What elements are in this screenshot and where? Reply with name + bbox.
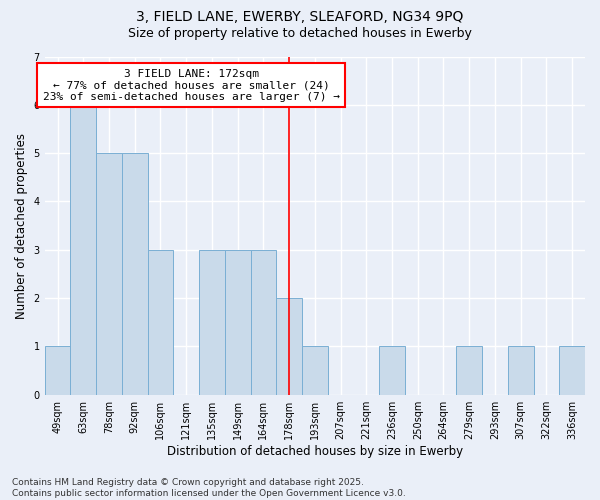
- Text: 3, FIELD LANE, EWERBY, SLEAFORD, NG34 9PQ: 3, FIELD LANE, EWERBY, SLEAFORD, NG34 9P…: [136, 10, 464, 24]
- X-axis label: Distribution of detached houses by size in Ewerby: Distribution of detached houses by size …: [167, 444, 463, 458]
- Bar: [122, 153, 148, 394]
- Bar: [225, 250, 251, 394]
- Text: Size of property relative to detached houses in Ewerby: Size of property relative to detached ho…: [128, 28, 472, 40]
- Bar: [276, 298, 302, 394]
- Bar: [148, 250, 173, 394]
- Bar: [379, 346, 405, 395]
- Text: Contains HM Land Registry data © Crown copyright and database right 2025.
Contai: Contains HM Land Registry data © Crown c…: [12, 478, 406, 498]
- Bar: [302, 346, 328, 395]
- Bar: [96, 153, 122, 394]
- Bar: [70, 105, 96, 395]
- Y-axis label: Number of detached properties: Number of detached properties: [15, 132, 28, 318]
- Bar: [508, 346, 533, 395]
- Bar: [251, 250, 276, 394]
- Text: 3 FIELD LANE: 172sqm
← 77% of detached houses are smaller (24)
23% of semi-detac: 3 FIELD LANE: 172sqm ← 77% of detached h…: [43, 68, 340, 102]
- Bar: [559, 346, 585, 395]
- Bar: [199, 250, 225, 394]
- Bar: [44, 346, 70, 395]
- Bar: [457, 346, 482, 395]
